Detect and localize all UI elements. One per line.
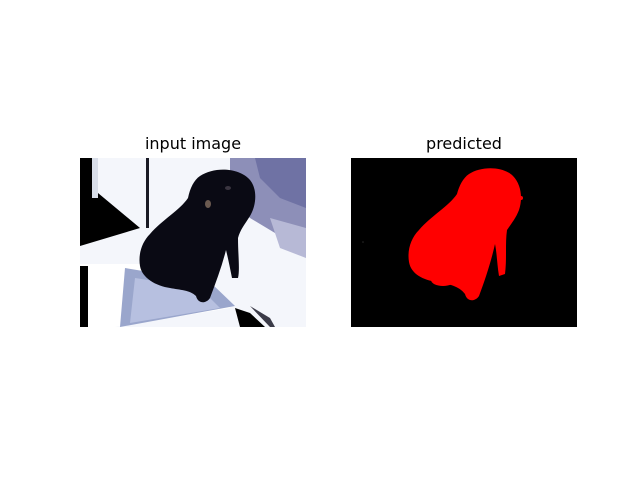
- predicted-dog-mask: [408, 168, 521, 301]
- predicted-panel: [351, 158, 577, 327]
- input-image-title: input image: [144, 134, 242, 153]
- predicted-mask: [351, 158, 577, 327]
- input-image-panel: [80, 158, 306, 327]
- predicted-title: predicted: [426, 134, 502, 153]
- dog-silhouette: [139, 169, 256, 303]
- input-image: [80, 158, 306, 327]
